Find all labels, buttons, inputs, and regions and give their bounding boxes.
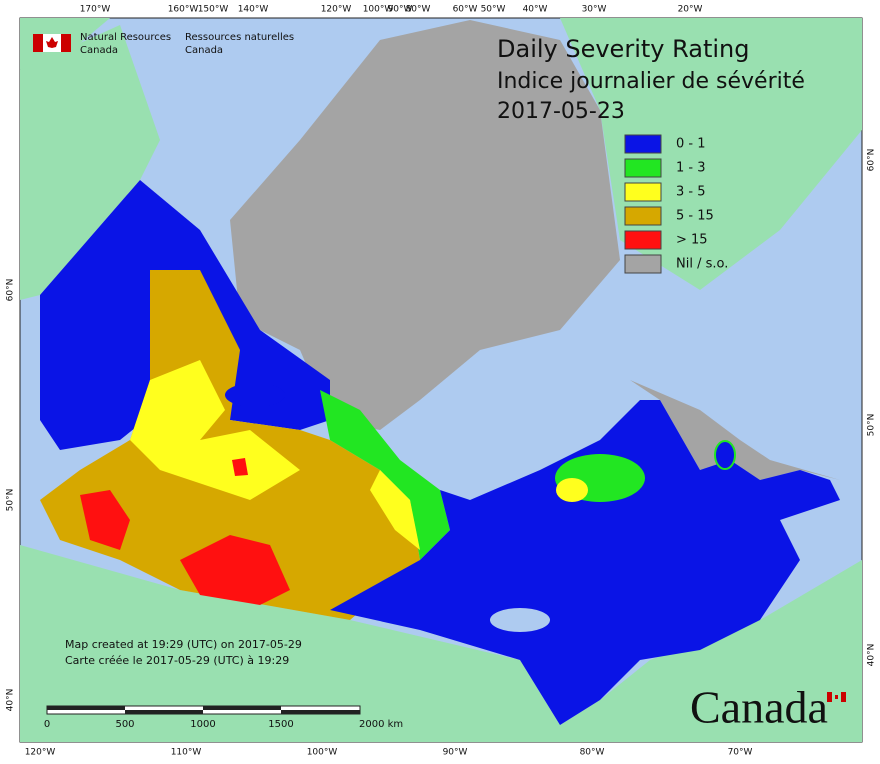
legend-label: 5 - 15: [676, 209, 714, 224]
agency-fr: Ressources naturelles: [185, 32, 294, 43]
scale-label: 1500: [268, 719, 293, 730]
longitude-label: 80°W: [406, 5, 431, 15]
legend-label: 3 - 5: [676, 185, 706, 200]
flag-band: [827, 692, 832, 702]
longitude-label: 140°W: [238, 5, 269, 15]
agency-en: Canada: [80, 45, 118, 56]
legend-label: > 15: [676, 233, 708, 248]
scale-segment: [47, 706, 125, 710]
date: 2017-05-23: [497, 99, 625, 124]
scale-label: 2000 km: [359, 719, 403, 730]
legend-label: 1 - 3: [676, 161, 706, 176]
longitude-label: 120°W: [25, 748, 56, 758]
maple-leaf: [46, 37, 58, 48]
newfoundland: [714, 440, 736, 470]
longitude-label: 110°W: [171, 748, 202, 758]
flag-band: [33, 34, 43, 52]
scale-segment: [125, 710, 203, 714]
longitude-label: 80°W: [580, 748, 605, 758]
title: Indice journalier de sévérité: [497, 69, 805, 94]
legend-swatch: [624, 134, 662, 154]
legend-swatch: [624, 182, 662, 202]
latitude-label: 40°N: [6, 689, 16, 712]
longitude-label: 100°W: [307, 748, 338, 758]
latitude-label: 50°N: [867, 414, 877, 437]
longitude-label: 170°W: [80, 5, 111, 15]
arctic-nil: [230, 20, 620, 430]
wordmark-flag: [827, 692, 846, 702]
longitude-label: 160°W: [168, 5, 199, 15]
scale-bar: [46, 705, 361, 715]
region-yellow-2: [370, 470, 420, 550]
scale-label: 500: [115, 719, 134, 730]
scale-label: 0: [44, 719, 50, 730]
scale-segment: [203, 706, 281, 710]
region-extreme: [180, 535, 290, 605]
labrador-nil: [630, 380, 840, 480]
legend-label: 0 - 1: [676, 137, 706, 152]
longitude-label: 150°W: [198, 5, 229, 15]
legend-swatch: [624, 206, 662, 226]
agency-en: Natural Resources: [80, 32, 171, 43]
longitude-label: 120°W: [321, 5, 352, 15]
flag: [33, 34, 71, 52]
longitude-label: 30°W: [582, 5, 607, 15]
region-extreme-3: [232, 458, 248, 476]
wordmark: Canada: [690, 682, 828, 733]
latitude-label: 60°N: [867, 149, 877, 172]
credit: Map created at 19:29 (UTC) on 2017-05-29: [65, 638, 302, 651]
longitude-label: 60°W: [453, 5, 478, 15]
latitude-label: 60°N: [6, 279, 16, 302]
longitude-label: 50°W: [481, 5, 506, 15]
longitude-label: 70°W: [728, 748, 753, 758]
united-states: [20, 545, 862, 742]
longitude-label: 100°W: [363, 5, 394, 15]
longitude-label: 90°W: [443, 748, 468, 758]
region-yellow-quebec: [556, 478, 588, 502]
agency-fr: Canada: [185, 45, 223, 56]
flag-band: [61, 34, 71, 52]
credit: Carte créée le 2017-05-29 (UTC) à 19:29: [65, 654, 289, 667]
legend-swatch: [624, 230, 662, 250]
great-slave-lake: [225, 383, 285, 407]
scale-label: 1000: [190, 719, 215, 730]
land: [20, 18, 862, 742]
legend-label: Nil / s.o.: [676, 257, 728, 272]
title: Daily Severity Rating: [497, 35, 749, 63]
longitude-label: 40°W: [523, 5, 548, 15]
region-low-east: [330, 400, 840, 725]
region-extreme-2: [80, 490, 130, 550]
flag-band: [841, 692, 846, 702]
latitude-label: 50°N: [6, 489, 16, 512]
longitude-label: 90°W: [388, 5, 413, 15]
alaska: [20, 25, 160, 300]
great-lakes: [490, 608, 550, 632]
legend-swatch: [624, 254, 662, 274]
latitude-label: 40°N: [867, 644, 877, 667]
region-yellow: [130, 360, 300, 500]
legend-swatch: [624, 158, 662, 178]
longitude-label: 20°W: [678, 5, 703, 15]
maple-leaf: [835, 695, 838, 699]
scale-segment: [281, 710, 360, 714]
